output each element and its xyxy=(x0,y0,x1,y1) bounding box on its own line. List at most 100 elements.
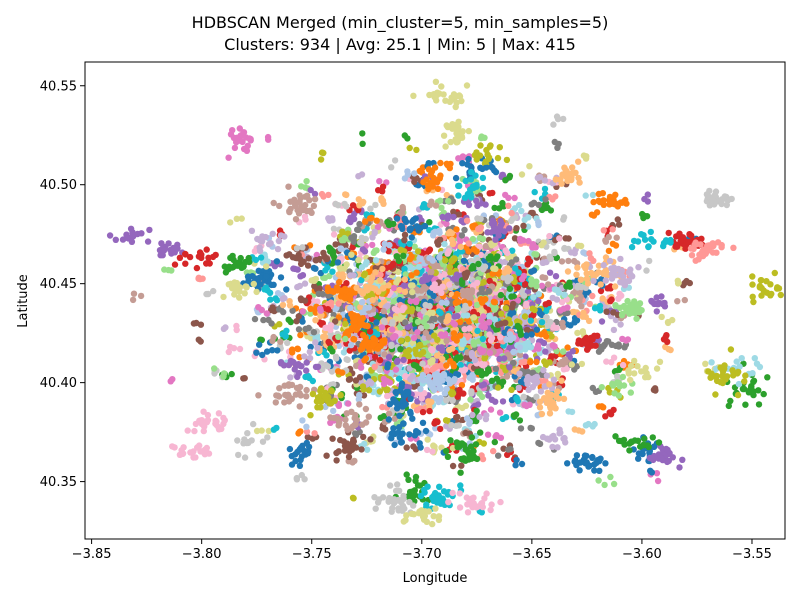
scatter-point xyxy=(571,257,578,265)
scatter-point xyxy=(137,292,145,300)
scatter-point xyxy=(326,244,333,251)
scatter-point xyxy=(505,194,512,202)
scatter-point xyxy=(574,329,581,337)
scatter-point xyxy=(230,345,238,352)
scatter-point xyxy=(413,146,420,154)
scatter-point xyxy=(468,390,475,397)
scatter-point xyxy=(359,130,366,137)
scatter-point xyxy=(253,349,260,356)
scatter-point xyxy=(460,367,468,374)
scatter-point xyxy=(547,207,555,214)
scatter-point xyxy=(551,138,558,146)
scatter-point xyxy=(644,191,651,198)
scatter-point xyxy=(608,341,616,348)
scatter-point xyxy=(332,241,339,248)
scatter-point xyxy=(538,242,545,249)
scatter-point xyxy=(516,417,524,424)
scatter-point xyxy=(258,336,265,344)
scatter-point xyxy=(442,417,450,424)
scatter-point xyxy=(284,339,291,347)
scatter-point xyxy=(283,327,290,334)
scatter-point xyxy=(361,440,368,448)
scatter-point xyxy=(560,366,568,373)
scatter-point xyxy=(550,121,557,128)
chart-subtitle: Clusters: 934 | Avg: 25.1 | Min: 5 | Max… xyxy=(224,35,576,54)
scatter-point xyxy=(536,440,544,448)
scatter-point xyxy=(436,197,444,204)
scatter-point xyxy=(553,113,561,120)
scatter-point xyxy=(539,259,546,266)
scatter-point xyxy=(435,398,442,406)
scatter-point xyxy=(303,178,310,185)
scatter-point xyxy=(503,373,511,380)
scatter-point xyxy=(602,413,609,420)
scatter-point xyxy=(580,249,587,256)
scatter-point xyxy=(542,204,549,212)
scatter-point xyxy=(266,289,274,296)
scatter-point xyxy=(573,317,581,324)
scatter-point xyxy=(298,183,305,190)
scatter-point xyxy=(552,273,560,280)
scatter-point xyxy=(227,219,234,226)
scatter-point xyxy=(505,446,512,453)
scatter-point xyxy=(654,477,662,485)
chart-title: HDBSCAN Merged (min_cluster=5, min_sampl… xyxy=(191,13,609,32)
scatter-point xyxy=(669,316,676,324)
scatter-point xyxy=(357,364,365,371)
scatter-point xyxy=(330,407,337,415)
scatter-point xyxy=(255,304,262,311)
scatter-point xyxy=(599,295,606,302)
scatter-point xyxy=(301,280,309,287)
scatter-point xyxy=(527,358,534,366)
scatter-point xyxy=(578,303,585,310)
scatter-point xyxy=(607,473,614,481)
scatter-point xyxy=(664,338,671,345)
scatter-point xyxy=(307,343,314,351)
scatter-point xyxy=(663,332,670,339)
scatter-point xyxy=(309,377,316,385)
scatter-point xyxy=(486,190,493,197)
scatter-point xyxy=(579,428,586,435)
scatter-point xyxy=(521,216,528,224)
scatter-point xyxy=(323,352,330,359)
scatter-point xyxy=(578,360,586,368)
scatter-point xyxy=(610,406,617,414)
scatter-point xyxy=(496,409,504,416)
scatter-point xyxy=(465,201,473,209)
scatter-point xyxy=(330,231,338,238)
scatter-point xyxy=(312,265,319,272)
scatter-point xyxy=(681,296,688,304)
scatter-point xyxy=(603,358,610,365)
scatter-point xyxy=(301,476,308,483)
scatter-point xyxy=(496,205,503,212)
scatter-point xyxy=(307,305,314,312)
scatter-point xyxy=(538,282,546,289)
scatter-point xyxy=(542,301,549,308)
scatter-point xyxy=(546,269,554,276)
scatter-point xyxy=(542,196,549,203)
scatter-point xyxy=(169,376,176,383)
scatter-point xyxy=(545,281,552,288)
scatter-points xyxy=(106,78,784,528)
scatter-point xyxy=(411,243,418,250)
scatter-point xyxy=(565,235,572,242)
scatter-point xyxy=(549,196,556,203)
scatter-point xyxy=(342,242,349,249)
scatter-point xyxy=(487,406,495,413)
scatter-point xyxy=(541,185,549,193)
scatter-point xyxy=(565,408,572,415)
scatter-point xyxy=(643,267,650,274)
scatter-point xyxy=(511,194,518,202)
scatter-point xyxy=(130,290,138,297)
scatter-point xyxy=(496,379,503,386)
scatter-point xyxy=(530,199,538,206)
scatter-point xyxy=(554,144,561,151)
scatter-point xyxy=(330,225,338,232)
scatter-point xyxy=(569,348,576,355)
scatter-point xyxy=(621,344,628,351)
scatter-point xyxy=(597,287,605,295)
scatter-point xyxy=(457,238,464,245)
scatter-point xyxy=(317,156,325,163)
scatter-point xyxy=(616,290,623,297)
